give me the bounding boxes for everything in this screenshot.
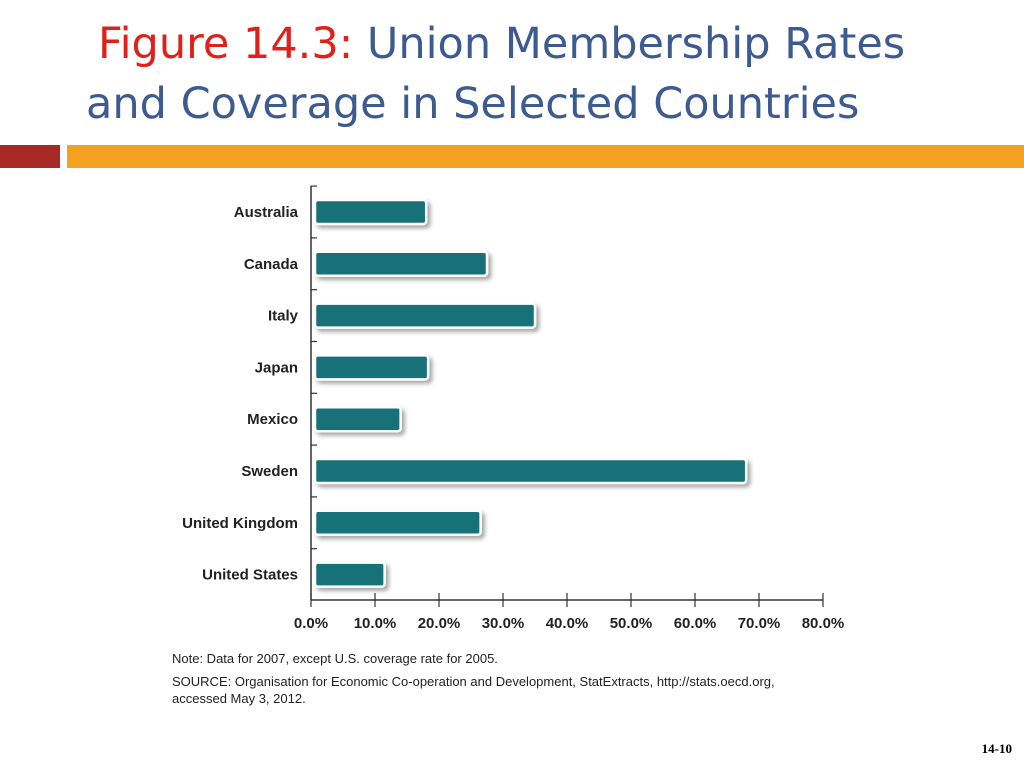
x-tick-label: 60.0% (674, 615, 717, 632)
bar (313, 457, 748, 485)
bar (313, 509, 482, 537)
bar (313, 561, 386, 588)
bar-chart: 0.0% 10.0% 20.0% 30.0% 40.0% 50.0% 60.0% 70.0% 8… (182, 185, 845, 632)
x-tick-label: 0.0% (294, 615, 328, 632)
category-label: Mexico (247, 411, 298, 428)
bar (313, 302, 537, 329)
category-label: United States (202, 567, 298, 584)
category-label: Australia (234, 204, 299, 221)
x-tick-label: 80.0% (802, 615, 845, 632)
page-number: 14-10 (981, 741, 1012, 756)
chart-source-continued: accessed May 3, 2012. (172, 691, 306, 706)
category-label: United Kingdom (182, 515, 298, 532)
title-line-1: Union Membership Rates (366, 19, 906, 69)
bar (313, 405, 402, 433)
x-tick-label: 70.0% (738, 615, 781, 632)
x-tick-label: 30.0% (482, 615, 525, 632)
accent-bar-red (0, 145, 60, 168)
bar (313, 198, 428, 226)
figure-label: Figure 14.3: (98, 19, 354, 69)
x-tick-label: 40.0% (546, 615, 589, 632)
category-label: Italy (268, 308, 299, 325)
bar (313, 250, 489, 278)
category-label: Japan (255, 359, 298, 376)
slide-title: Figure 14.3: Union Membership Rates and C… (86, 14, 1006, 134)
title-line-2: and Coverage in Selected Countries (86, 79, 860, 129)
chart-source: SOURCE: Organisation for Economic Co-ope… (172, 674, 775, 689)
category-label: Canada (244, 256, 299, 273)
chart-note: Note: Data for 2007, except U.S. coverag… (172, 651, 498, 666)
bar (313, 354, 430, 381)
x-tick-label: 50.0% (610, 615, 653, 632)
x-tick-label: 20.0% (418, 615, 461, 632)
accent-bar-orange (67, 145, 1024, 168)
x-tick-label: 10.0% (354, 615, 397, 632)
category-label: Sweden (241, 463, 298, 480)
